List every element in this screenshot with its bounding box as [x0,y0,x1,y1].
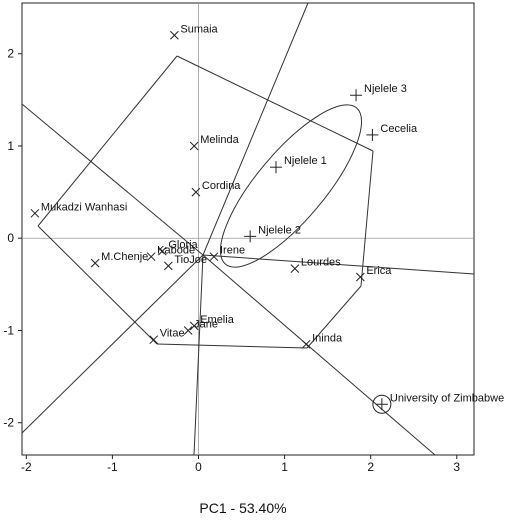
entry-label: TioJoe [174,254,207,266]
environment-label: Njelele 2 [258,224,301,236]
reference-lines [22,3,474,455]
entry-label: Sumaia [180,23,218,35]
entry-label: Cordina [202,180,241,192]
entry-label: Lourdes [301,257,341,269]
entry-point [209,252,219,262]
entry-point [146,252,156,262]
environment-point [366,128,379,141]
entry-point [290,264,300,274]
y-tick-label: -1 [3,323,14,337]
entry-point [301,339,311,349]
environment-label: Njelele 1 [284,155,327,167]
plot-frame [21,2,475,456]
x-tick-label: 0 [195,460,202,474]
x-tick-label: 1 [281,460,288,474]
axis-ticks: -2 -1 0 1 2 3 -2 -1 0 1 2 [3,47,460,474]
entry-label: Mukadzi Wanhasi [41,201,127,213]
x-tick-label: -1 [107,460,118,474]
environment-point [244,230,257,243]
entry-point [189,321,199,331]
entry-point [189,141,199,151]
entry-label: Emelia [200,314,235,326]
entry-label: Vitae [160,328,185,340]
environment-label: Njelele 3 [364,83,407,95]
confidence-ellipse [219,104,363,268]
entry-point [183,326,193,335]
entry-point [164,261,173,271]
y-tick-label: 0 [7,231,14,245]
entry-label: Gloria [168,239,198,251]
entry-point [157,246,167,256]
entry-label: M.Chenje [101,251,148,263]
entry-label: Erica [366,265,392,277]
entry-label: Jane [194,318,218,330]
x-tick-label: -2 [21,460,32,474]
data-points: Sumaia Melinda Cordina Mukadzi Wanhasi Glori… [30,23,504,414]
environment-label: University of Zimbabwe [390,392,504,404]
entry-label: Melinda [200,134,239,146]
entry-point [30,208,40,218]
y-tick-label: 2 [7,47,14,61]
entry-point [356,272,365,282]
highlight-circle [372,394,392,414]
x-tick-label: 2 [367,460,374,474]
biplot-geometry [21,2,475,456]
entry-point [90,258,100,268]
entry-point [149,335,159,345]
entry-point [170,30,179,40]
environment-label: Cecelia [380,123,418,135]
entry-point [191,187,201,197]
y-tick-label: 1 [7,139,14,153]
x-tick-label: 3 [453,460,460,474]
entry-label: Irene [220,245,245,257]
environment-point [372,394,392,414]
entry-label: Ininda [312,332,343,344]
polygon-hull [37,55,374,349]
x-axis-title: PC1 - 53.40% [199,500,286,516]
environment-point [350,89,363,102]
entry-label: Kabode [157,245,195,257]
y-tick-label: -2 [3,416,14,430]
environment-point [269,161,282,174]
sector-rays [21,2,475,456]
